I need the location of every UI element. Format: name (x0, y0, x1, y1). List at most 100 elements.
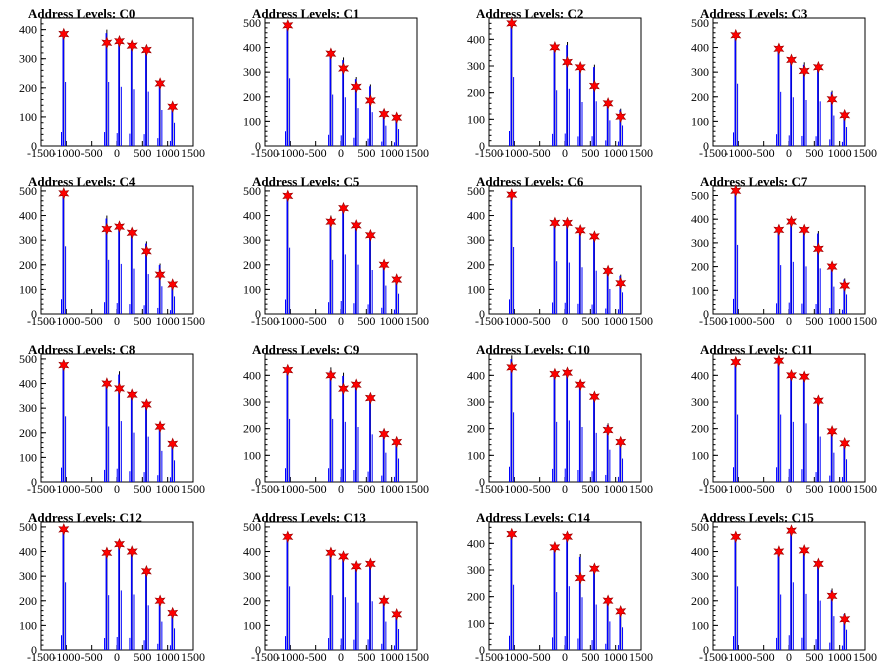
y-tick-label: 200 (19, 594, 37, 608)
x-tick-label: 0 (114, 314, 120, 328)
peak-marker (167, 606, 179, 620)
x-tick-label: 1000 (604, 482, 628, 496)
peak-marker (154, 420, 166, 433)
peak-marker (364, 391, 376, 405)
chart-panel-c4: Address Levels: C4 0 100 200 300 400 500 -1500-… (0, 168, 224, 336)
chart-title: Address Levels: C0 (28, 6, 136, 21)
x-tick-label: 1000 (380, 482, 404, 496)
x-tick-label: 1500 (629, 482, 653, 496)
y-tick-label: 400 (243, 368, 261, 382)
y-tick-label: 0 (31, 307, 37, 321)
peak-marker (826, 260, 838, 273)
peak-marker (826, 589, 838, 603)
peak-marker (730, 184, 742, 197)
y-tick-label: 500 (243, 184, 261, 198)
chart-panel-c15: Address Levels: C15 0 100 200 300 400 500 -1500… (672, 504, 896, 672)
x-tick-label: 1000 (828, 314, 852, 328)
y-tick-label: 400 (243, 41, 261, 55)
x-tick-label: 0 (786, 146, 792, 160)
x-tick-label: 0 (562, 314, 568, 328)
y-tick-label: 0 (703, 307, 709, 321)
peak-marker (126, 39, 138, 52)
y-tick-label: 500 (691, 188, 709, 202)
y-tick-label: 500 (467, 184, 485, 198)
chart-svg: 0 100 200 300 400 -1500-1000 -500 0 500 1000 1500 (243, 353, 429, 496)
x-tick-label: 0 (786, 314, 792, 328)
y-tick-label: 400 (467, 209, 485, 223)
x-tick-label: 1000 (828, 146, 852, 160)
chart-title: Address Levels: C12 (28, 510, 142, 525)
x-tick-label: 0 (338, 314, 344, 328)
x-tick-label: 1000 (828, 482, 852, 496)
y-tick-label: 200 (691, 422, 709, 436)
y-tick-label: 100 (467, 616, 485, 630)
chart-panel-c6: Address Levels: C6 0 100 200 300 400 500 -1500-… (448, 168, 672, 336)
x-tick-label: -1000 (276, 314, 304, 328)
x-tick-label: -1000 (724, 146, 752, 160)
chart-panel-c14: Address Levels: C14 0 100 200 300 400 -1500 -10… (448, 504, 672, 672)
x-tick-label: -500 (753, 650, 775, 664)
chart-title: Address Levels: C14 (476, 510, 590, 525)
y-tick-label: 0 (479, 307, 485, 321)
y-tick-label: 300 (19, 569, 37, 583)
y-tick-label: 200 (243, 422, 261, 436)
chart-panel-c1: Address Levels: C1 0 100 200 300 400 500 -1500-… (224, 0, 448, 168)
x-tick-label: 1000 (604, 146, 628, 160)
peak-marker (58, 523, 70, 536)
y-tick-label: 300 (691, 395, 709, 409)
chart-title: Address Levels: C7 (700, 174, 808, 189)
y-tick-label: 500 (691, 16, 709, 30)
chart-svg: 0 100 200 300 400 500 -1500-1000 -500 0 500 1000 15… (243, 520, 429, 664)
peak-marker (615, 276, 627, 290)
chart-title: Address Levels: C13 (252, 510, 366, 525)
y-tick-label: 400 (19, 377, 37, 391)
y-tick-label: 200 (467, 422, 485, 436)
y-tick-label: 200 (243, 90, 261, 104)
peak-marker (282, 189, 294, 203)
y-tick-label: 0 (703, 475, 709, 489)
x-tick-label: 1500 (629, 314, 653, 328)
x-tick-label: 500 (357, 314, 375, 328)
chart-svg: 0 100 200 300 400 500 -1500-1000 -500 0 500 1000 15… (691, 520, 877, 664)
y-tick-label: 100 (691, 618, 709, 632)
peak-marker (549, 40, 561, 54)
peak-marker (338, 62, 350, 75)
chart-svg: 0 100 200 300 400 500 -1500-1000 -500 0 500 1000 15… (243, 16, 429, 160)
peak-marker (812, 557, 824, 571)
peak-marker (364, 557, 376, 571)
chart-panel-c3: Address Levels: C3 0 100 200 300 400 500 -1500-… (672, 0, 896, 168)
y-tick-label: 100 (691, 114, 709, 128)
x-tick-label: -500 (529, 314, 551, 328)
peak-marker (350, 219, 362, 232)
peak-marker (839, 108, 851, 122)
x-tick-label: 500 (805, 146, 823, 160)
peak-marker (798, 370, 810, 384)
chart-svg: 0 100 200 300 400 -1500-1000 -500 0 500 1000 1500 (467, 16, 653, 160)
x-tick-label: 0 (786, 482, 792, 496)
y-tick-label: 300 (243, 569, 261, 583)
x-tick-label: 1000 (604, 650, 628, 664)
peak-marker (325, 47, 337, 61)
x-tick-label: -500 (753, 482, 775, 496)
x-tick-label: -1500 (699, 314, 727, 328)
peak-marker (114, 537, 126, 551)
peak-marker (350, 559, 362, 573)
y-tick-label: 100 (467, 448, 485, 462)
peak-marker (167, 100, 179, 113)
peak-marker (506, 360, 518, 374)
peak-marker (325, 546, 337, 560)
peak-marker (812, 242, 824, 256)
x-tick-label: -1500 (251, 650, 279, 664)
x-tick-label: -500 (529, 650, 551, 664)
x-tick-label: -1500 (475, 146, 503, 160)
x-tick-label: 1500 (181, 650, 205, 664)
peak-marker (786, 524, 798, 537)
chart-title: Address Levels: C6 (476, 174, 584, 189)
x-tick-label: 500 (805, 482, 823, 496)
peak-marker (826, 424, 838, 438)
chart-panel-c2: Address Levels: C2 0 100 200 300 400 -1500 -100… (448, 0, 672, 168)
peak-marker (364, 228, 376, 242)
y-tick-label: 0 (703, 643, 709, 657)
x-tick-label: 1500 (629, 650, 653, 664)
chart-panel-c13: Address Levels: C13 0 100 200 300 400 500 -1500… (224, 504, 448, 672)
